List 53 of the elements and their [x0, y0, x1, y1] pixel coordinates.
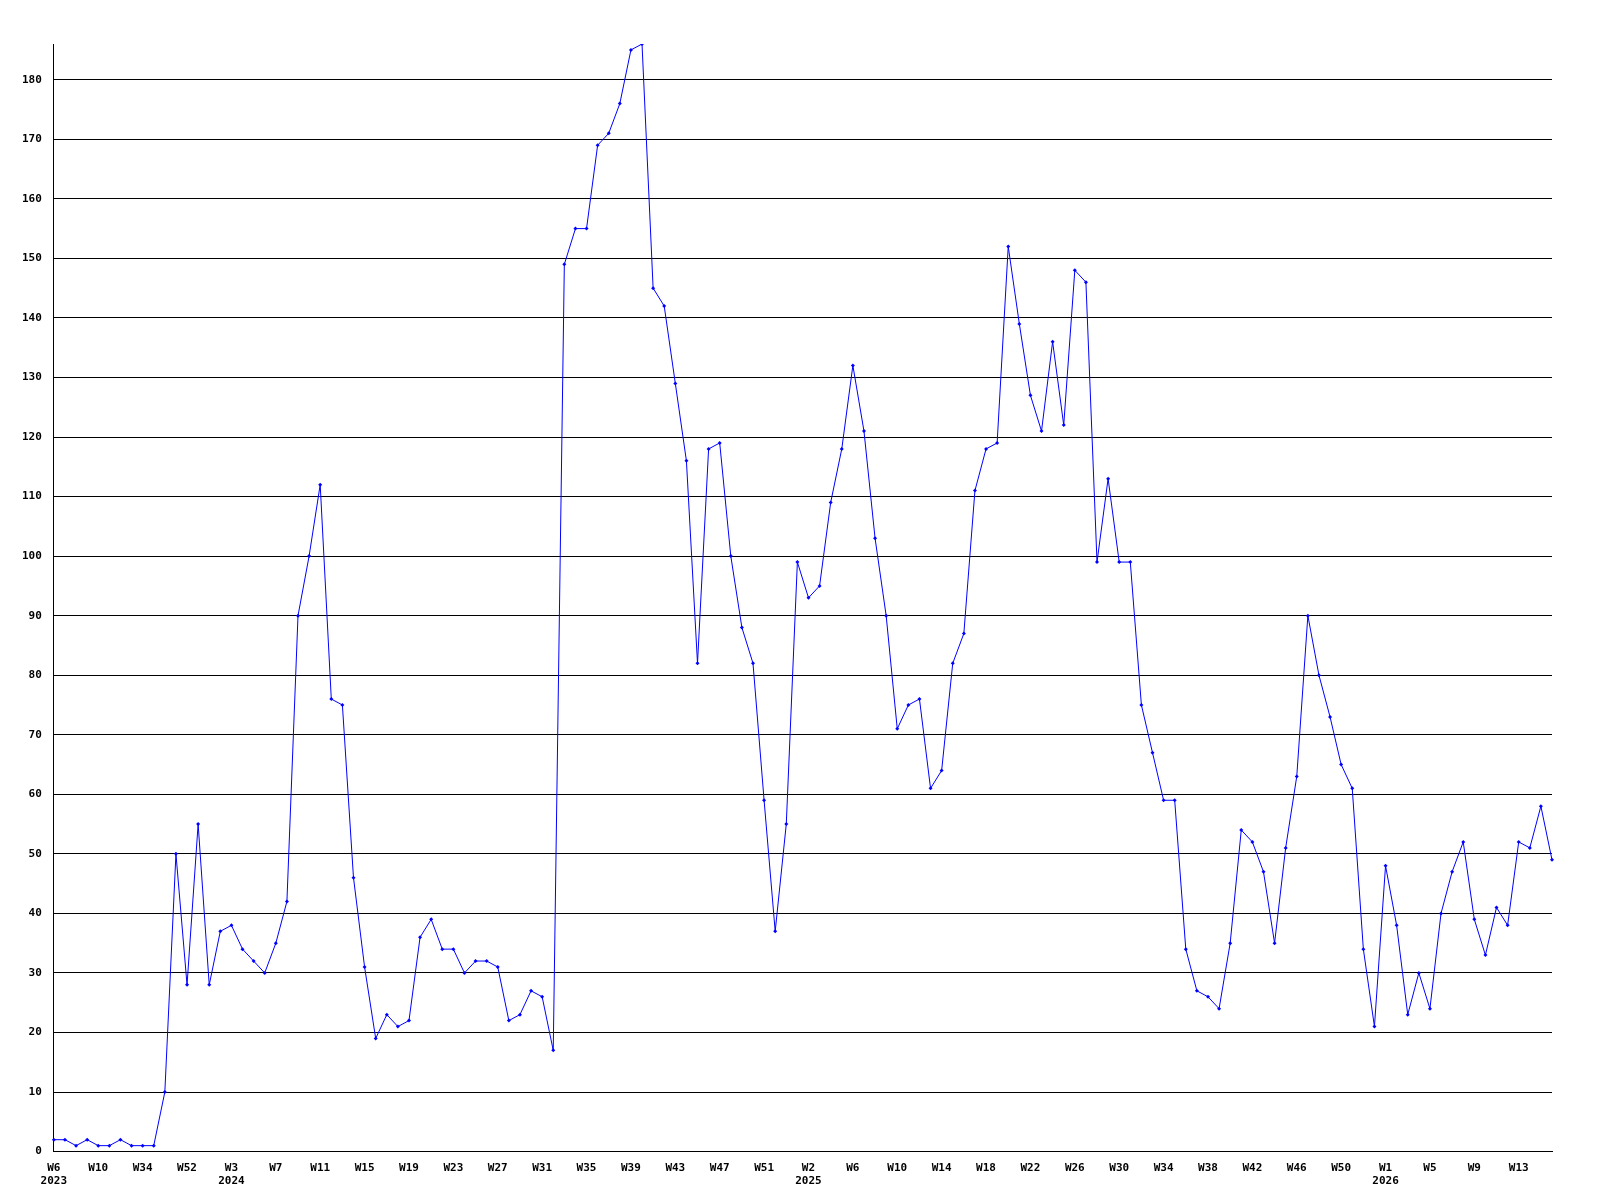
- x-tick-label: W10: [88, 1161, 109, 1175]
- x-tick-label: W38: [1198, 1161, 1218, 1175]
- x-tick-label: W6 2023: [40, 1161, 68, 1188]
- x-tick-label: W46: [1286, 1161, 1308, 1175]
- x-tick-label: W52: [177, 1161, 197, 1175]
- x-tick-label: W31: [532, 1161, 553, 1175]
- x-tick-label: W27: [487, 1161, 508, 1175]
- x-tick-label: W26: [1064, 1161, 1086, 1175]
- y-tick-label: 130: [21, 370, 42, 384]
- y-tick-label: 0: [35, 1144, 42, 1158]
- x-tick-label: W14: [931, 1161, 952, 1175]
- x-tick-label: W30: [1109, 1161, 1130, 1175]
- x-tick-label: W39: [620, 1161, 641, 1175]
- y-tick-label: 140: [21, 310, 42, 324]
- x-tick-label: W2 2025: [795, 1161, 822, 1188]
- y-tick-label: 120: [21, 429, 42, 443]
- x-tick-label: W23: [443, 1161, 464, 1175]
- x-tick-label: W1 2026: [1372, 1161, 1400, 1188]
- x-tick-label: W51: [754, 1161, 775, 1175]
- y-tick-label: 20: [28, 1025, 42, 1039]
- x-tick-label: W15: [354, 1161, 375, 1175]
- x-tick-label: W50: [1331, 1161, 1352, 1175]
- y-tick-label: 170: [21, 132, 42, 146]
- y-tick-label: 50: [28, 846, 42, 860]
- x-tick-label: W47: [709, 1161, 730, 1175]
- x-tick-label: W9: [1467, 1161, 1481, 1175]
- x-tick-label: W3 2024: [218, 1161, 246, 1188]
- y-tick-label: 160: [21, 191, 42, 205]
- x-tick-label: W42: [1242, 1161, 1263, 1175]
- x-tick-label: W5: [1423, 1161, 1437, 1175]
- x-tick-label: W22: [1020, 1161, 1041, 1175]
- x-tick-label: W34: [1153, 1161, 1174, 1175]
- y-tick-label: 80: [28, 668, 42, 682]
- y-tick-label: 30: [28, 965, 42, 979]
- y-tick-label: 60: [28, 787, 42, 801]
- x-tick-label: W34: [132, 1161, 153, 1175]
- y-tick-label: 10: [28, 1084, 42, 1098]
- y-tick-label: 150: [21, 251, 42, 265]
- x-tick-label: W18: [976, 1161, 996, 1175]
- y-tick-label: 90: [28, 608, 42, 622]
- y-tick-label: 40: [28, 906, 42, 920]
- x-tick-label: W10: [887, 1161, 908, 1175]
- x-tick-label: W11: [310, 1161, 331, 1175]
- y-tick-label: 100: [21, 548, 42, 562]
- x-tick-label: W43: [665, 1161, 686, 1175]
- y-tick-label: 70: [28, 727, 42, 741]
- x-tick-label: W19: [399, 1161, 419, 1175]
- x-tick-label: W6: [846, 1161, 860, 1175]
- y-tick-label: 110: [21, 489, 42, 503]
- x-tick-label: W35: [576, 1161, 597, 1175]
- y-tick-label: 180: [21, 72, 42, 86]
- x-tick-label: W7: [269, 1161, 283, 1175]
- x-tick-label: W13: [1508, 1161, 1529, 1175]
